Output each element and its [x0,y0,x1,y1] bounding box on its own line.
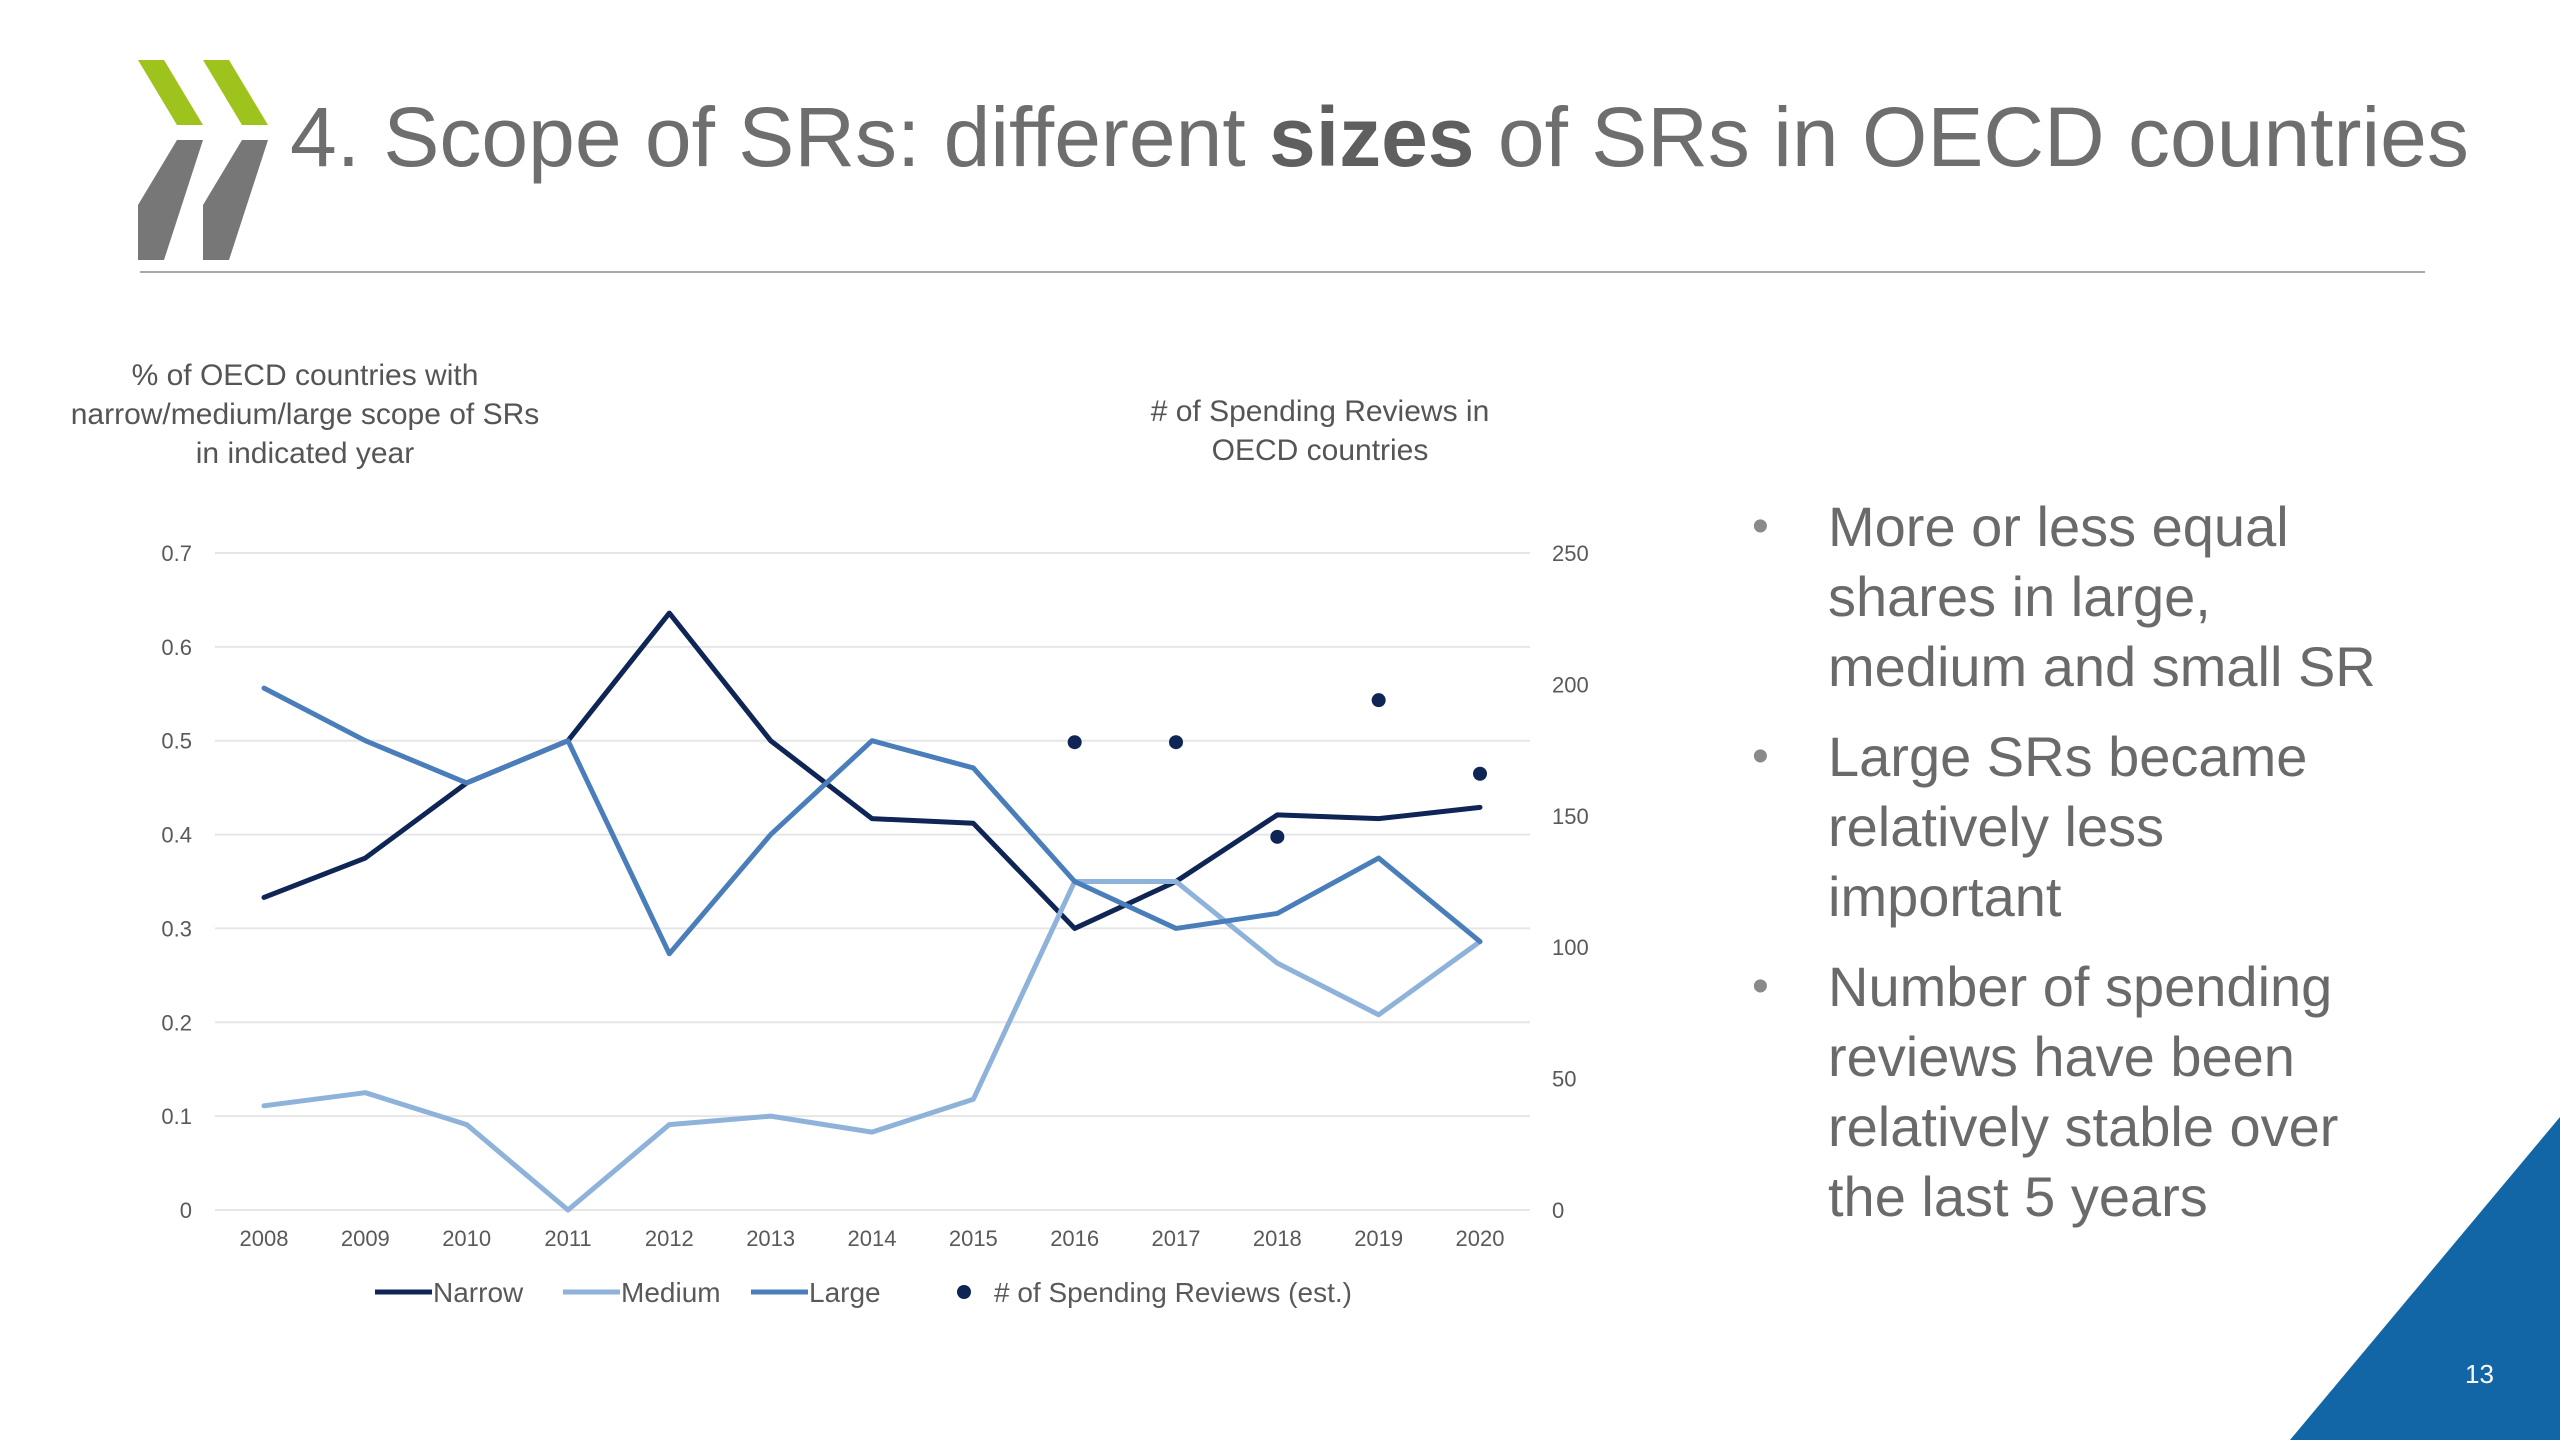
y-right-tick-label: 200 [1552,672,1589,697]
left-axis-title: % of OECD countries with narrow/medium/l… [70,359,540,470]
y-left-tick-label: 0.5 [161,729,192,754]
x-tick-label: 2011 [544,1226,591,1251]
spending-reviews-point [1067,735,1082,750]
y-left-tick-label: 0.3 [161,916,192,941]
legend-label: Medium [621,1277,721,1308]
slide-title: 4. Scope of SRs: different sizes of SRs … [290,90,2469,184]
title-emphasis: sizes [1269,90,1475,184]
x-tick-label: 2016 [1050,1226,1099,1251]
legend-label: Narrow [433,1277,524,1308]
x-tick-label: 2012 [645,1226,694,1251]
y-left-tick-label: 0 [180,1198,192,1223]
spending-reviews-point [1371,693,1386,708]
y-left-tick-label: 0.6 [161,635,192,660]
x-tick-label: 2013 [746,1226,795,1251]
spending-reviews-point [1270,829,1285,844]
bullet-item: • Large SRs became relatively less impor… [1750,722,2450,932]
bullet-item: • More or less equal shares in large, me… [1750,492,2450,702]
page-number: 13 [2465,1359,2494,1389]
line-chart: 0 0.1 0.2 0.3 0.4 0.5 0.6 0.7 0 50 100 150 200 250 200… [161,541,1589,1308]
y-left-tick-label: 0.1 [161,1104,192,1129]
bullet-item: • Number of spending reviews have been r… [1750,952,2450,1232]
y-left-tick-label: 0.4 [161,823,192,848]
y-right-tick-label: 50 [1552,1067,1576,1092]
x-tick-label: 2018 [1253,1226,1302,1251]
legend-label: Large [809,1277,881,1308]
x-tick-label: 2014 [848,1226,897,1251]
spending-reviews-point [1169,735,1183,750]
y-right-tick-label: 100 [1552,935,1589,960]
series-line-large [261,685,1483,957]
legend-label: # of Spending Reviews (est.) [994,1277,1352,1308]
x-tick-label: 2008 [240,1226,289,1251]
x-tick-label: 2017 [1152,1226,1201,1251]
x-tick-label: 2015 [949,1226,998,1251]
right-axis-title: # of Spending Reviews in OECD countries [1150,395,1490,467]
x-tick-label: 2010 [442,1226,491,1251]
bullet-dot-icon: • [1752,730,1769,783]
series-line-medium [261,879,1483,1213]
corner-triangle-decoration [2290,1117,2560,1440]
y-left-tick-label: 0.2 [161,1010,192,1035]
x-tick-label: 2019 [1354,1226,1403,1251]
y-right-tick-label: 250 [1552,541,1589,566]
spending-reviews-point [1473,766,1487,781]
x-tick-label: 2009 [341,1226,390,1251]
bullet-dot-icon: • [1752,500,1769,553]
y-right-tick-label: 0 [1552,1198,1564,1223]
x-tick-label: 2020 [1456,1226,1505,1251]
bullet-list: • More or less equal shares in large, me… [1750,492,2450,1252]
y-right-tick-label: 150 [1552,804,1589,829]
y-left-tick-label: 0.7 [161,541,192,566]
legend-swatch [957,1285,971,1299]
series-line-narrow [261,610,1483,931]
bullet-dot-icon: • [1752,960,1769,1013]
oecd-chevron-logo-icon [138,60,268,260]
title-divider [140,271,2425,273]
